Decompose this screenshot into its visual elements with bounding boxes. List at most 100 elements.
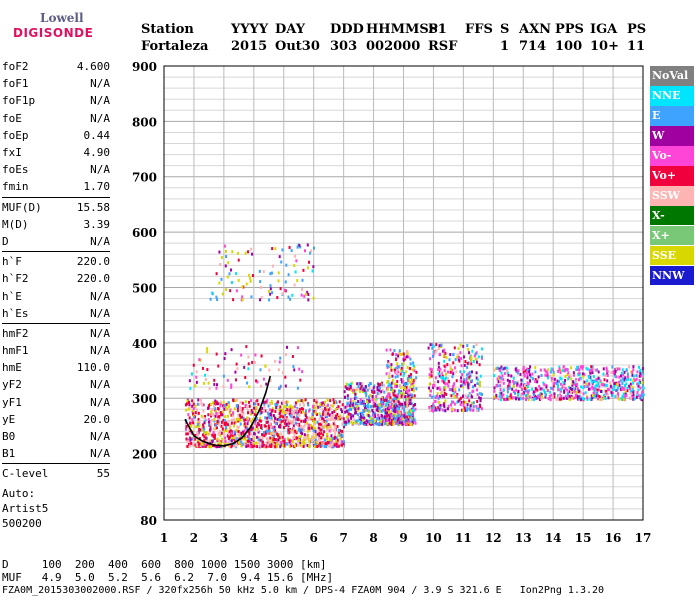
echo-point	[555, 397, 558, 401]
echo-point	[405, 385, 408, 389]
echo-point	[307, 266, 310, 270]
echo-point	[552, 384, 555, 388]
echo-point	[447, 370, 450, 374]
echo-point	[349, 386, 352, 390]
echo-point	[285, 406, 288, 410]
param-value: N/A	[90, 306, 110, 320]
echo-point	[380, 409, 383, 413]
echo-point	[321, 427, 324, 431]
auto-label: Auto:	[2, 487, 36, 500]
echo-point	[276, 444, 279, 448]
echo-point	[604, 373, 607, 377]
echo-point	[450, 400, 453, 404]
echo-point	[404, 419, 407, 423]
echo-point	[264, 364, 267, 368]
echo-point	[617, 386, 620, 390]
echo-point	[596, 391, 599, 395]
echo-point	[507, 382, 510, 386]
echo-point	[199, 358, 202, 362]
echo-point	[623, 394, 626, 398]
echo-point	[285, 420, 288, 424]
echo-point	[235, 378, 238, 382]
echo-point	[501, 367, 504, 371]
echo-point	[332, 422, 335, 426]
echo-point	[292, 440, 295, 444]
echo-point	[400, 410, 403, 414]
echo-point	[390, 365, 393, 369]
echo-point	[337, 428, 340, 432]
echo-point	[590, 368, 593, 372]
echo-point	[606, 373, 609, 377]
echo-point	[219, 411, 222, 415]
echo-point	[307, 429, 310, 433]
echo-point	[265, 436, 268, 440]
echo-point	[387, 403, 390, 407]
echo-point	[196, 424, 199, 428]
echo-point	[295, 443, 298, 447]
echo-point	[188, 379, 191, 383]
echo-point	[357, 423, 360, 427]
echo-point	[290, 444, 293, 448]
echo-point	[458, 388, 461, 392]
param-separator	[2, 196, 110, 198]
echo-point	[272, 443, 275, 447]
echo-point	[301, 441, 304, 445]
echo-point	[503, 397, 506, 401]
echo-point	[279, 443, 282, 447]
echo-point	[506, 387, 509, 391]
echo-point	[497, 396, 500, 400]
echo-point	[378, 384, 381, 388]
echo-point	[393, 389, 396, 393]
echo-point	[433, 384, 436, 388]
echo-point	[312, 432, 315, 436]
echo-point	[232, 399, 235, 403]
echo-point	[628, 365, 631, 369]
echo-point	[351, 403, 354, 407]
echo-point	[591, 371, 594, 375]
param-separator	[2, 322, 110, 324]
echo-point	[333, 418, 336, 422]
echo-point	[287, 424, 290, 428]
echo-point	[374, 419, 377, 423]
param-row: hmF1 N/A	[2, 342, 110, 359]
echo-point	[340, 408, 343, 412]
echo-point	[340, 440, 343, 444]
echo-point	[474, 357, 477, 361]
echo-point	[264, 432, 267, 436]
echo-point	[351, 388, 354, 392]
echo-point	[233, 417, 236, 421]
echo-point	[478, 403, 481, 407]
echo-point	[256, 445, 259, 449]
echo-point	[368, 395, 371, 399]
echo-point	[231, 250, 234, 254]
echo-point	[479, 374, 482, 378]
echo-point	[635, 377, 638, 381]
header-label-hhmmss: HHMMSS	[366, 22, 438, 37]
echo-point	[460, 376, 463, 380]
echo-point	[348, 414, 351, 418]
echo-point	[466, 403, 469, 407]
echo-point	[291, 441, 294, 445]
echo-point	[406, 365, 409, 369]
echo-point	[521, 392, 524, 396]
echo-point	[525, 385, 528, 389]
echo-point	[545, 385, 548, 389]
echo-point	[439, 387, 442, 391]
echo-point	[288, 431, 291, 435]
echo-point	[639, 368, 642, 372]
echo-point	[467, 372, 470, 376]
echo-point	[591, 396, 594, 400]
param-row: foF2 4.600	[2, 58, 110, 75]
echo-point	[250, 408, 253, 412]
echo-point	[300, 426, 303, 430]
header-label-ffs: FFS	[465, 22, 493, 37]
echo-point	[284, 353, 287, 357]
echo-point	[249, 279, 252, 283]
echo-point	[279, 423, 282, 427]
echo-point	[295, 436, 298, 440]
echo-point	[529, 365, 532, 369]
echo-point	[319, 402, 322, 406]
echo-point	[409, 372, 412, 376]
echo-point	[412, 387, 415, 391]
echo-point	[615, 375, 618, 379]
